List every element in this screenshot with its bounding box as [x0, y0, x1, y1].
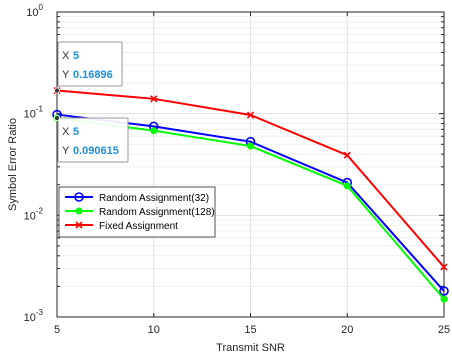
y-axis-label: Symbol Error Ratio — [7, 118, 19, 211]
y-tick-base: 10 — [26, 7, 38, 19]
datatip-2: X 5Y 0.090615 — [54, 115, 129, 163]
y-tick-label: 100 — [26, 3, 43, 19]
datatip-anchor — [54, 115, 60, 121]
y-tick-base: 10 — [24, 210, 36, 222]
y-tick-label: 10-1 — [24, 105, 44, 121]
datatip-x-value: 5 — [73, 126, 79, 138]
data-point — [74, 192, 84, 202]
data-point — [75, 207, 83, 215]
datatip-anchor — [54, 87, 60, 94]
x-axis-label: Transmit SNR — [216, 342, 285, 354]
legend-label: Random Assignment(32) — [99, 193, 209, 204]
y-tick-base: 10 — [24, 312, 36, 324]
x-tick-label: 15 — [244, 324, 256, 336]
y-tick-label: 10-2 — [24, 206, 44, 222]
grid — [56, 11, 445, 318]
y-tick-exponent: -3 — [36, 308, 44, 317]
data-point — [343, 151, 351, 159]
data-point — [343, 182, 351, 190]
datatip-y-key: Y — [62, 145, 70, 157]
datatip-box — [57, 41, 123, 87]
x-tick-label: 25 — [438, 324, 450, 336]
datatip-box — [57, 117, 129, 163]
data-point — [247, 142, 254, 150]
data-point — [150, 127, 158, 135]
data-point — [439, 286, 449, 296]
y-tick-exponent: 0 — [39, 3, 44, 12]
data-point — [440, 263, 448, 271]
datatip-y-key: Y — [62, 69, 70, 81]
data-point — [75, 221, 83, 229]
legend-label: Random Assignment(128) — [99, 207, 215, 218]
y-tick-base: 10 — [24, 109, 36, 121]
legend: Random Assignment(32) Random Assignment(1… — [58, 186, 216, 238]
y-tick-exponent: -2 — [36, 206, 44, 215]
datatip-y-value: 0.16896 — [73, 69, 113, 81]
legend-label: Fixed Assignment — [99, 221, 178, 232]
data-point — [440, 295, 448, 303]
y-tick-label: 10-3 — [24, 308, 44, 324]
x-tick-label: 5 — [54, 324, 60, 336]
x-tick-label: 10 — [148, 324, 160, 336]
x-tick-label: 20 — [341, 324, 353, 336]
datatip-x-value: 5 — [73, 50, 79, 62]
datatip-y-value: 0.090615 — [73, 145, 119, 157]
datatip-x-key: X — [62, 126, 70, 138]
datatip-1: X 5Y 0.16896 — [54, 41, 123, 94]
datatip-x-key: X — [62, 50, 70, 62]
data-point — [246, 111, 255, 119]
y-tick-exponent: -1 — [36, 105, 44, 114]
data-point — [150, 95, 158, 103]
